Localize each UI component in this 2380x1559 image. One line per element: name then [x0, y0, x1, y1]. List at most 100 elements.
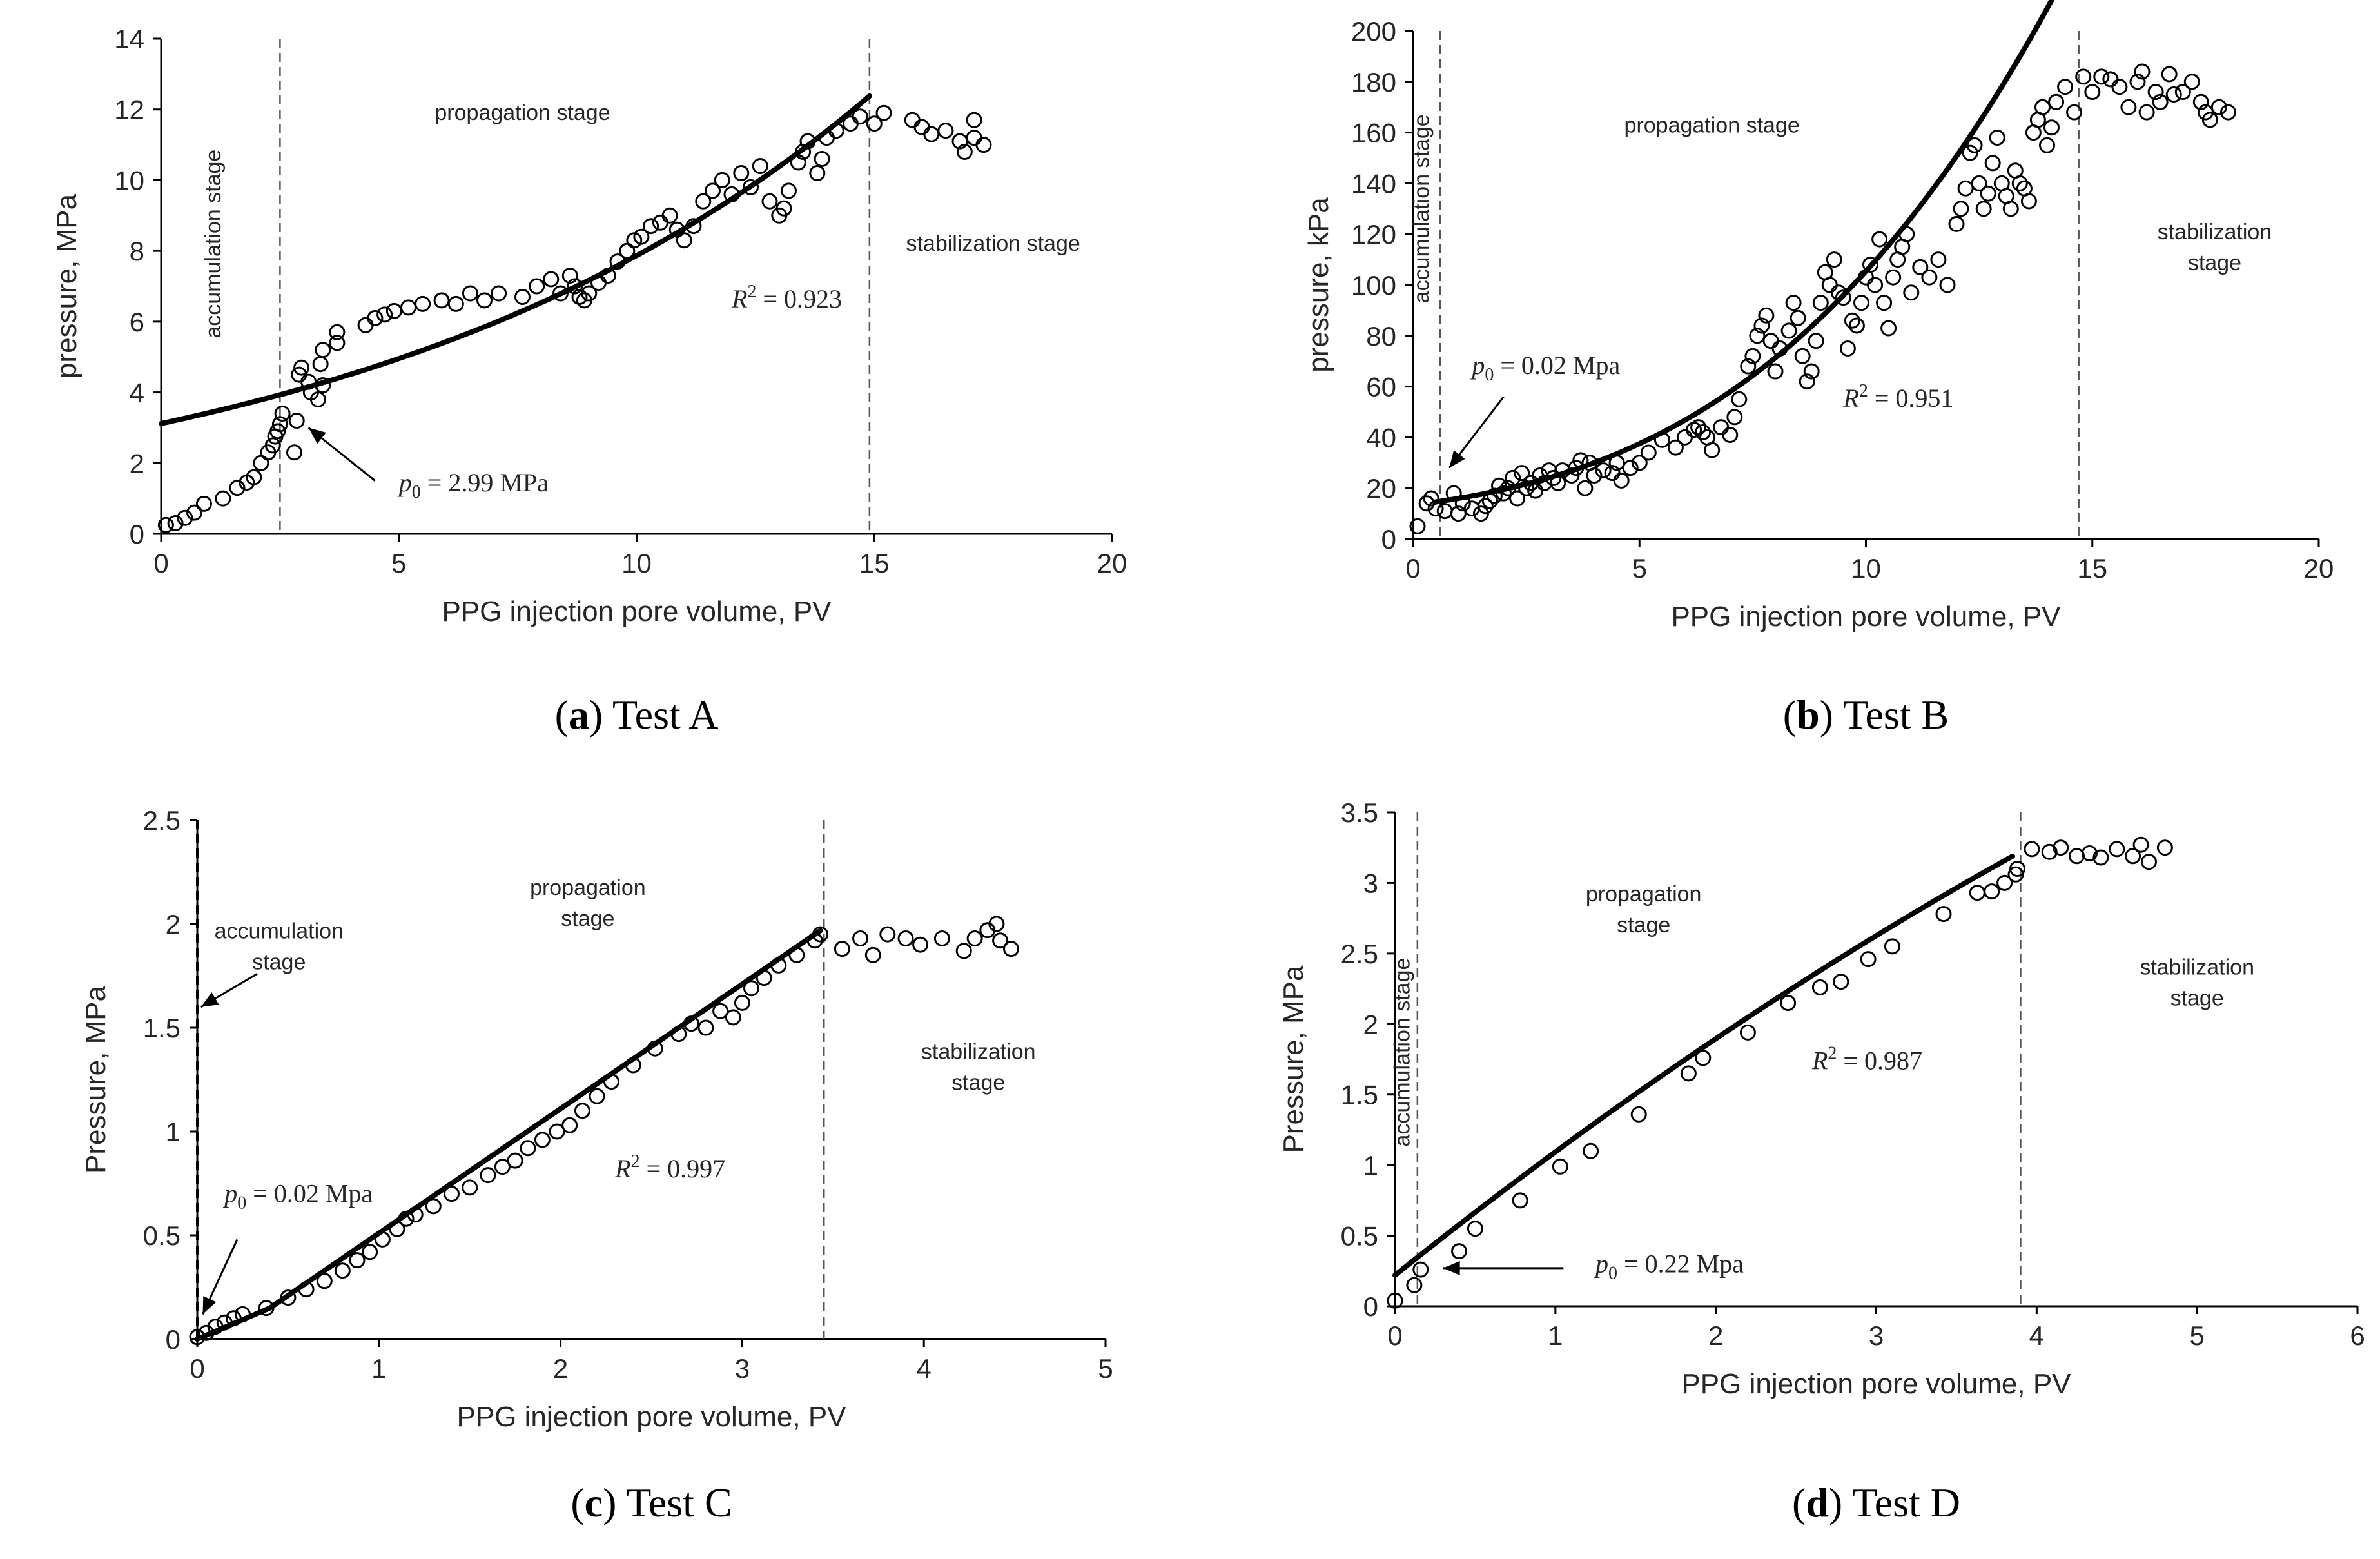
data-point [507, 1152, 523, 1169]
x-axis-label: PPG injection pore volume, PV [456, 1401, 846, 1433]
data-point [552, 285, 569, 302]
data-point [246, 469, 262, 485]
data-point [1871, 231, 1888, 248]
data-point [167, 515, 184, 531]
data-point [2043, 119, 2060, 136]
data-point [316, 1273, 333, 1289]
data-point [1412, 1261, 1429, 1278]
x-tick-label: 4 [917, 1353, 932, 1384]
fit-curve [195, 928, 823, 1342]
data-point [581, 285, 598, 302]
data-point [229, 480, 246, 496]
data-point [186, 504, 203, 521]
data-point [1780, 995, 1797, 1011]
data-point [1451, 1243, 1467, 1260]
data-point [1753, 317, 1770, 334]
data-point [2092, 849, 2109, 866]
y-tick-label: 14 [114, 24, 144, 54]
data-point [2156, 839, 2173, 856]
x-tick-label: 15 [859, 548, 890, 578]
data-point [2201, 112, 2218, 128]
data-point [975, 137, 992, 153]
y-tick-label: 40 [1366, 422, 1396, 453]
data-point [462, 1179, 478, 1196]
data-point [215, 490, 231, 507]
data-point [177, 509, 193, 526]
data-point [1762, 333, 1779, 349]
data-point [2134, 63, 2151, 80]
data-point [2075, 68, 2092, 85]
data-point [514, 289, 531, 305]
data-point [842, 115, 859, 132]
data-point [1518, 480, 1535, 496]
data-point [1975, 201, 1992, 217]
data-point [1935, 906, 1952, 923]
y-axis-label: pressure, MPa [51, 193, 83, 378]
data-point [534, 1132, 551, 1148]
y-tick-label: 2.5 [1341, 939, 1378, 969]
data-point [2011, 175, 2028, 191]
data-point [476, 292, 493, 309]
data-point [1790, 309, 1806, 326]
data-point [923, 126, 940, 142]
data-point [2053, 839, 2069, 856]
data-point [834, 941, 850, 957]
x-tick-label: 6 [2350, 1320, 2365, 1351]
data-point [770, 957, 787, 974]
y-tick-label: 0 [130, 519, 144, 549]
data-point [312, 356, 329, 373]
data-point [1731, 391, 1748, 407]
y-tick-label: 1.5 [1341, 1080, 1378, 1110]
data-point [1552, 1158, 1568, 1175]
data-point [494, 1159, 511, 1175]
data-point [2183, 74, 2200, 90]
data-point [1454, 495, 1471, 512]
data-point [600, 268, 616, 284]
data-point [1803, 363, 1820, 380]
data-point [264, 437, 281, 454]
data-point [2069, 848, 2085, 865]
x-tick-label: 20 [1097, 548, 1127, 578]
data-point [1450, 505, 1467, 522]
data-point [1445, 485, 1462, 502]
data-point [733, 165, 750, 181]
data-point [1653, 431, 1670, 448]
stage-label: stabilization stage [921, 1039, 1036, 1095]
data-point [1406, 1277, 1423, 1293]
data-point [1835, 289, 1851, 306]
data-point [647, 1040, 663, 1057]
x-tick-label: 5 [2189, 1320, 2204, 1351]
data-point [376, 306, 393, 323]
data-point [812, 926, 829, 943]
data-point [1486, 487, 1503, 504]
panel-caption: (b) Test B [1783, 692, 1949, 738]
p0-label: p0 = 0.02 Mpa [1470, 351, 1620, 385]
data-point [1722, 427, 1739, 443]
data-point [1957, 180, 1974, 197]
data-point [1833, 974, 1849, 990]
data-point [1512, 1192, 1528, 1209]
data-point [1423, 490, 1439, 507]
chart-panel-a: 0 5 10 15 20 0 2 4 6 8 10 12 14 PPG injection pore vo… [51, 24, 1127, 738]
data-point [795, 144, 812, 160]
data-point [790, 154, 806, 171]
r-squared-label: R2 = 0.951 [1842, 381, 1953, 413]
stage-label: accumulation stage [201, 150, 226, 338]
data-point [329, 335, 346, 351]
data-point [1758, 307, 1775, 324]
r-squared-label: R2 = 0.997 [614, 1152, 725, 1183]
data-point [864, 946, 881, 963]
fit-curve [159, 93, 872, 426]
data-points [1409, 63, 2236, 534]
data-point [234, 1306, 251, 1322]
data-point [2152, 93, 2169, 110]
data-point [1848, 317, 1865, 334]
data-point [1839, 340, 1856, 357]
data-point [988, 916, 1005, 932]
data-point [258, 1300, 275, 1317]
data-point [1695, 424, 1712, 440]
data-point [875, 104, 892, 121]
data-point [633, 228, 650, 245]
data-point [1387, 1292, 1403, 1309]
data-point [2125, 848, 2141, 865]
